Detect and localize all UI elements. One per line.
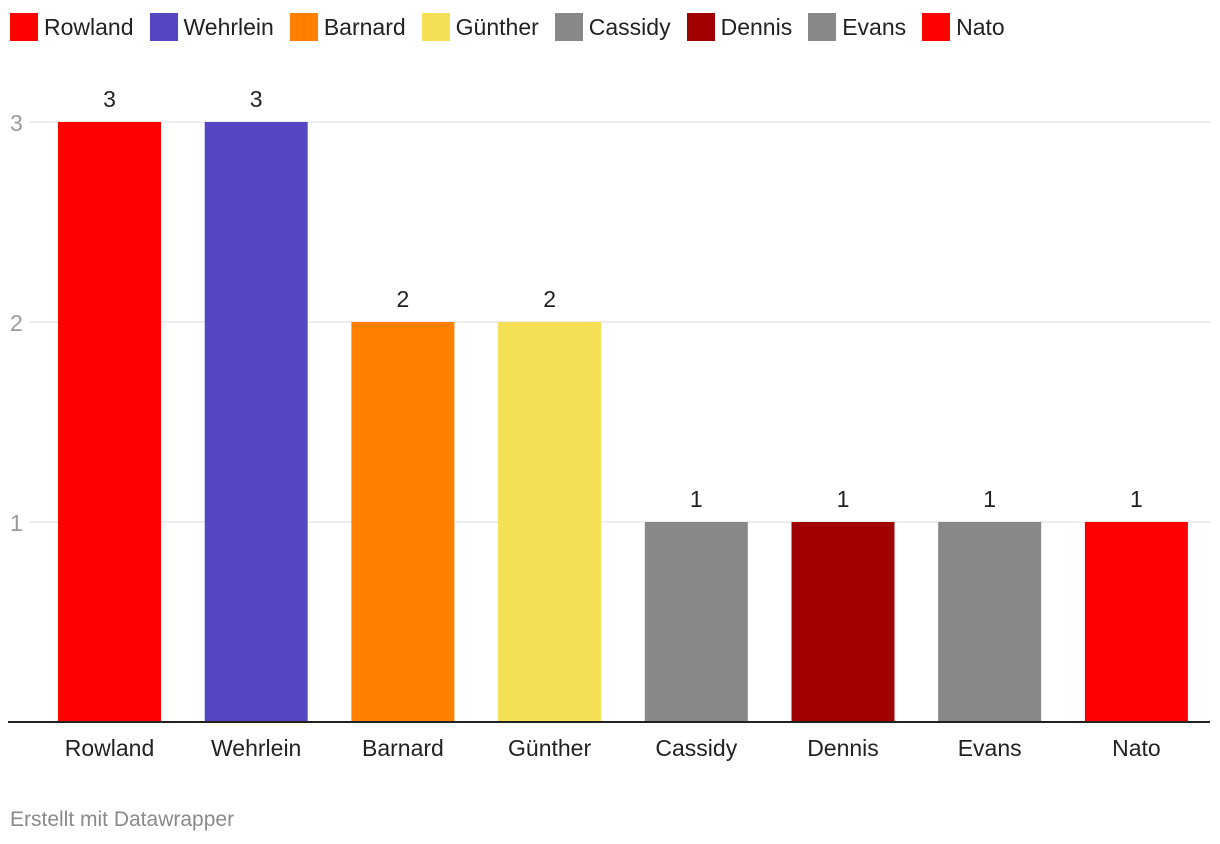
data-label-rowland: 3 — [103, 86, 116, 112]
x-tick-label-cassidy: Cassidy — [655, 735, 737, 761]
legend-item-nato: Nato — [922, 13, 1005, 41]
bar-dennis — [791, 522, 895, 722]
bar-cassidy — [644, 522, 748, 722]
legend-item-rowland: Rowland — [10, 13, 134, 41]
x-tick-label-rowland: Rowland — [65, 735, 155, 761]
legend-item-wehrlein: Wehrlein — [149, 13, 274, 41]
data-label-wehrlein: 3 — [250, 86, 263, 112]
bar-chart: 1 2 3 3 Rowland 3 Wehrlein 2 Barnard 2 Günther 1 Cas… — [8, 86, 1210, 761]
data-label-cassidy: 1 — [690, 486, 703, 512]
legend-label-dennis: Dennis — [720, 14, 793, 40]
legend-label-evans: Evans — [842, 14, 907, 40]
data-label-nato: 1 — [1130, 486, 1143, 512]
x-tick-label-nato: Nato — [1112, 735, 1161, 761]
legend-swatch-nato — [922, 13, 951, 41]
y-tick-label-2: 2 — [10, 310, 23, 336]
x-tick-label-gnther: Günther — [508, 735, 591, 761]
bar-barnard — [351, 322, 455, 722]
data-label-barnard: 2 — [397, 286, 410, 312]
legend-swatch-cassidy — [554, 13, 583, 41]
legend-swatch-wehrlein — [149, 13, 178, 41]
legend-item-dennis: Dennis — [686, 13, 793, 41]
bar-gnther — [498, 322, 602, 722]
legend-label-nato: Nato — [956, 14, 1005, 40]
data-label-evans: 1 — [983, 486, 996, 512]
x-tick-label-evans: Evans — [958, 735, 1022, 761]
legend-swatch-barnard — [289, 13, 318, 41]
x-tick-label-wehrlein: Wehrlein — [211, 735, 301, 761]
x-tick-label-dennis: Dennis — [807, 735, 879, 761]
legend-item-barnard: Barnard — [289, 13, 406, 41]
legend-label-barnard: Barnard — [323, 14, 406, 40]
data-label-dennis: 1 — [837, 486, 850, 512]
legend-swatch-dennis — [686, 13, 715, 41]
legend-item-evans: Evans — [808, 13, 906, 41]
y-tick-label-1: 1 — [10, 510, 23, 536]
bar-wehrlein — [204, 122, 308, 722]
legend-label-gunther: Günther — [455, 14, 539, 40]
chart-legend: Rowland Wehrlein Barnard Günther Cassidy… — [10, 12, 1021, 42]
bar-evans — [938, 522, 1042, 722]
legend-item-gunther: Günther — [421, 13, 539, 41]
legend-label-rowland: Rowland — [44, 14, 134, 40]
legend-item-cassidy: Cassidy — [554, 13, 671, 41]
legend-label-cassidy: Cassidy — [588, 14, 671, 40]
bar-nato — [1084, 522, 1188, 722]
legend-swatch-gunther — [421, 13, 450, 41]
y-tick-label-3: 3 — [10, 110, 23, 136]
x-tick-label-barnard: Barnard — [362, 735, 444, 761]
footer-credit: Erstellt mit Datawrapper — [10, 808, 235, 831]
data-label-gnther: 2 — [543, 286, 556, 312]
legend-label-wehrlein: Wehrlein — [183, 14, 274, 40]
bar-rowland — [58, 122, 161, 722]
legend-swatch-evans — [808, 13, 837, 41]
legend-swatch-rowland — [10, 13, 38, 41]
